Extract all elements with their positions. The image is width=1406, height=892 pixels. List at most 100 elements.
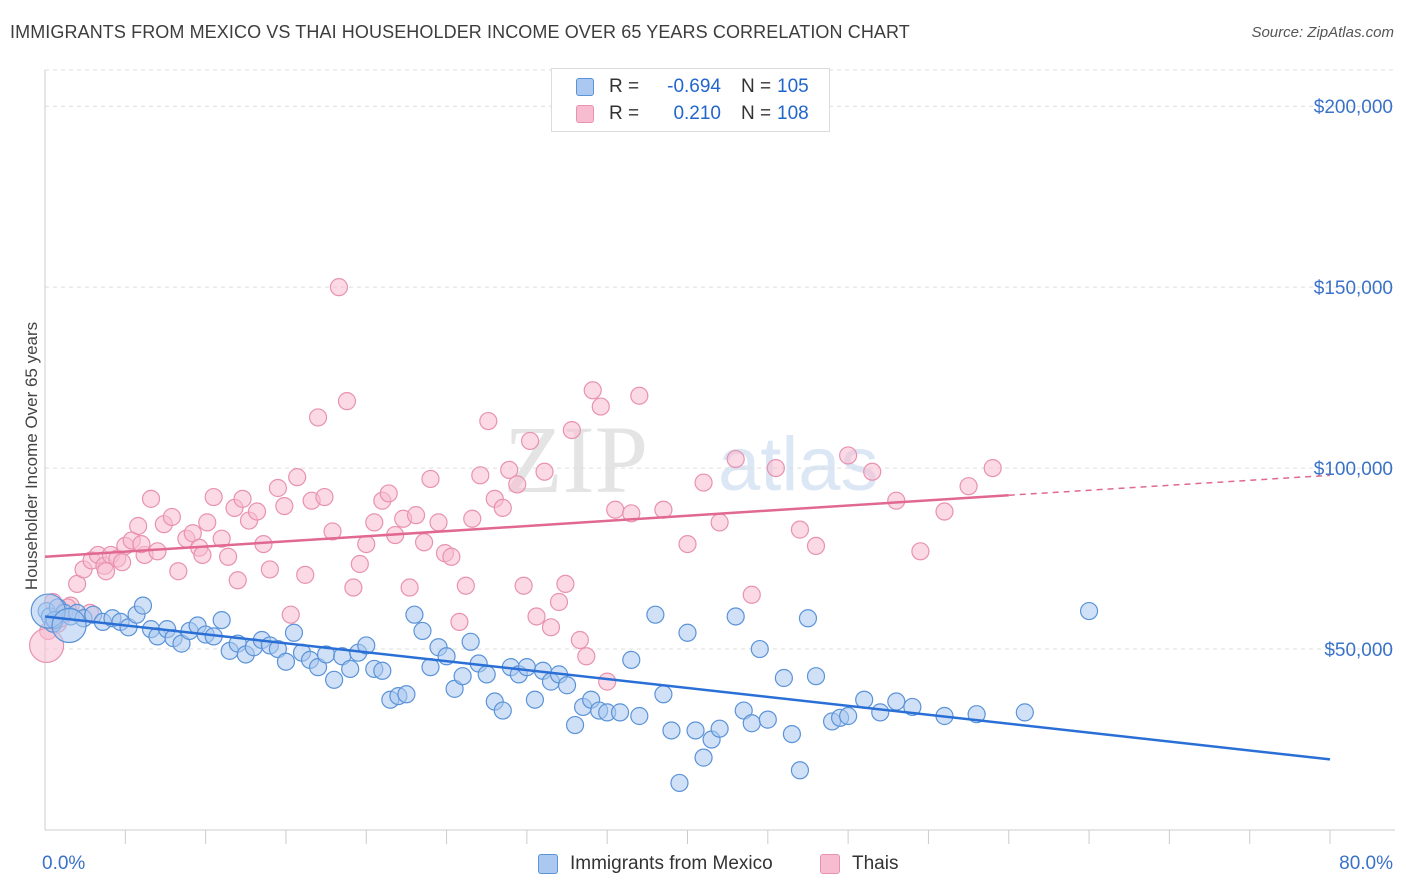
mexico-point bbox=[758, 710, 777, 729]
thai-point bbox=[406, 506, 426, 525]
source-label: Source: ZipAtlas.com bbox=[1251, 24, 1394, 41]
thai-point bbox=[520, 431, 540, 451]
mexico-point bbox=[453, 667, 472, 686]
thai-point bbox=[493, 498, 512, 518]
thai-point bbox=[471, 466, 490, 485]
thai-point bbox=[622, 504, 641, 523]
mexico-point bbox=[630, 706, 649, 726]
mexico-point bbox=[212, 610, 231, 630]
mexico-point bbox=[887, 692, 906, 711]
thai-point bbox=[549, 592, 569, 612]
thai-point bbox=[268, 478, 288, 498]
thai-point bbox=[556, 574, 575, 594]
thai-point bbox=[112, 553, 132, 572]
thai-point bbox=[344, 578, 363, 597]
thai-point bbox=[337, 392, 357, 411]
x-tick-label-min: 0.0% bbox=[42, 853, 85, 874]
legend-row-mexico: R = -0.694 N = 105 bbox=[576, 74, 809, 100]
watermark-atlas: atlas bbox=[718, 422, 879, 507]
thai-n-value: 108 bbox=[777, 103, 809, 124]
thai-point bbox=[726, 449, 745, 469]
x-tick-label-max: 80.0% bbox=[1339, 853, 1393, 874]
mexico-swatch bbox=[576, 78, 594, 96]
thai-point bbox=[863, 462, 882, 481]
mexico-point bbox=[405, 605, 424, 624]
thai-point bbox=[541, 618, 561, 637]
thai-point bbox=[129, 516, 148, 536]
mexico-point bbox=[806, 667, 826, 686]
thai-point bbox=[806, 536, 826, 556]
thai-point bbox=[456, 576, 475, 595]
thai-point bbox=[598, 672, 617, 691]
thai-r-value: 0.210 bbox=[673, 103, 721, 124]
thai-point bbox=[141, 489, 161, 508]
mexico-point bbox=[610, 703, 630, 722]
mexico-point bbox=[276, 652, 296, 671]
thai-point bbox=[678, 534, 697, 554]
mexico-point bbox=[646, 605, 665, 624]
thai-swatch bbox=[576, 105, 594, 123]
thai-point bbox=[742, 585, 761, 604]
thai-point bbox=[535, 462, 554, 481]
thai-point bbox=[350, 554, 369, 574]
mexico-point bbox=[855, 690, 874, 709]
legend-item-thai: Thais bbox=[820, 851, 898, 877]
thai-point bbox=[500, 460, 519, 480]
thai-point bbox=[247, 502, 267, 521]
grid-lines bbox=[45, 69, 1395, 650]
x-tick-labels: 0.0% 80.0% bbox=[42, 853, 1393, 874]
mexico-point bbox=[51, 607, 87, 644]
thai-point bbox=[148, 542, 167, 561]
thai-legend-swatch bbox=[820, 854, 840, 874]
mexico-point bbox=[678, 623, 697, 642]
mexico-point bbox=[413, 621, 432, 641]
thai-point bbox=[228, 571, 247, 590]
thai-point bbox=[233, 489, 252, 508]
axes bbox=[44, 70, 1395, 844]
thai-point bbox=[204, 487, 223, 507]
thai-point bbox=[429, 513, 448, 532]
thai-point bbox=[132, 534, 151, 554]
mexico-point bbox=[133, 596, 153, 615]
legend-item-mexico: Immigrants from Mexico bbox=[538, 851, 773, 877]
thai-point bbox=[365, 513, 384, 532]
mexico-point bbox=[1079, 601, 1099, 621]
thai-point bbox=[959, 477, 978, 496]
thai-point bbox=[479, 411, 498, 431]
mexico-point bbox=[782, 724, 802, 744]
thai-point bbox=[527, 607, 546, 626]
thai-point bbox=[193, 545, 212, 565]
thai-point bbox=[983, 458, 1002, 478]
thai-point bbox=[288, 468, 307, 487]
mexico-point bbox=[662, 721, 681, 740]
thai-point bbox=[577, 647, 596, 666]
thai-point bbox=[296, 565, 315, 584]
thai-point bbox=[275, 496, 294, 516]
thai-point bbox=[323, 522, 342, 541]
thai-point bbox=[281, 605, 300, 624]
thai-point bbox=[219, 547, 238, 566]
mexico-points bbox=[30, 593, 1099, 793]
mexico-point bbox=[670, 773, 689, 793]
mexico-point bbox=[774, 668, 793, 688]
mexico-point bbox=[373, 661, 392, 680]
thai-point bbox=[508, 475, 527, 494]
thai-point bbox=[162, 507, 181, 527]
mexico-point bbox=[622, 650, 641, 670]
thai-legend-label: Thais bbox=[852, 853, 899, 874]
thai-n-label: N = bbox=[741, 103, 772, 124]
mexico-point bbox=[903, 697, 922, 717]
thai-points bbox=[29, 278, 1002, 691]
chart-title: IMMIGRANTS FROM MEXICO VS THAI HOUSEHOLD… bbox=[10, 22, 910, 42]
thai-r-label: R = bbox=[609, 103, 640, 124]
thai-point bbox=[421, 469, 440, 489]
mexico-point bbox=[477, 665, 496, 684]
mexico-point bbox=[839, 706, 858, 726]
mexico-n-label: N = bbox=[741, 76, 772, 97]
legend-row-thai: R = 0.210 N = 108 bbox=[576, 101, 809, 127]
mexico-point bbox=[871, 703, 890, 722]
mexico-point bbox=[710, 719, 729, 738]
mexico-point bbox=[284, 623, 304, 642]
thai-trend-line bbox=[44, 493, 1009, 559]
thai-point bbox=[169, 562, 188, 581]
